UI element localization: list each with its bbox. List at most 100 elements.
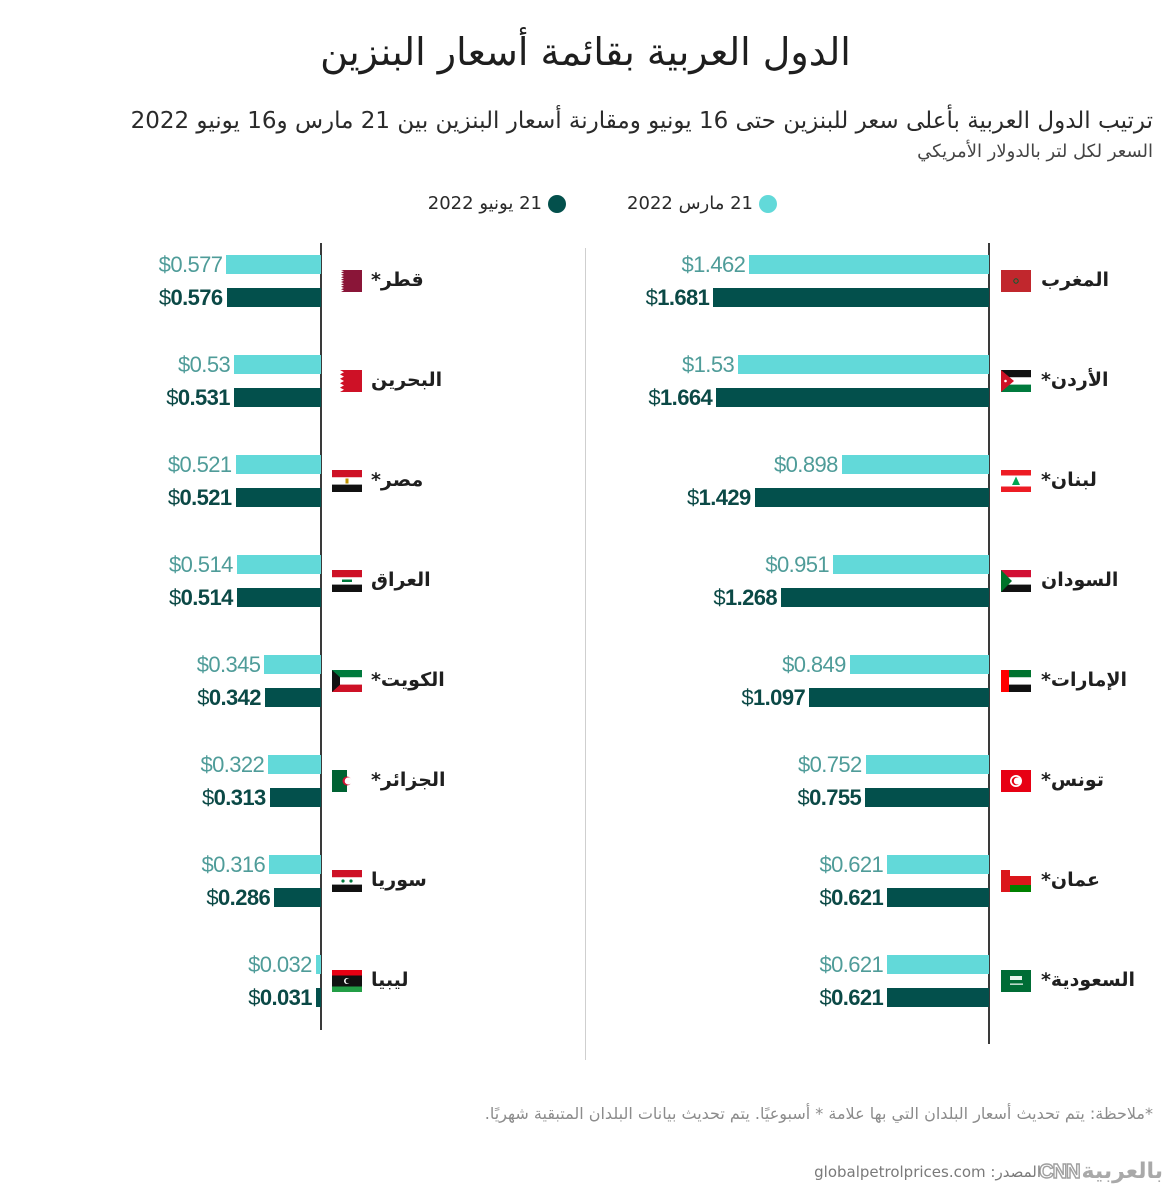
saudi-flag-icon	[1001, 970, 1031, 992]
value-label-march: $0.032	[248, 952, 312, 977]
value-number: 0.621	[831, 885, 884, 910]
bar-march	[738, 355, 989, 374]
bar-june	[865, 788, 989, 807]
currency-symbol: $	[819, 852, 832, 877]
value-number: 0.531	[177, 385, 231, 410]
currency-symbol: $	[158, 252, 171, 277]
currency-symbol: $	[682, 352, 694, 377]
bar-june	[236, 588, 321, 607]
value-number: 0.621	[831, 985, 884, 1010]
currency-symbol: $	[206, 885, 219, 910]
bar-june	[716, 388, 989, 407]
value-label-june: $0.621	[819, 985, 883, 1010]
value-label-march: $0.951	[765, 552, 829, 577]
bar-march	[849, 655, 989, 674]
currency-symbol: $	[200, 752, 213, 777]
value-number: 0.849	[793, 652, 847, 677]
value-label-june: $1.664	[648, 385, 712, 410]
value-number: 0.621	[831, 852, 884, 877]
value-label-june: $1.429	[687, 485, 751, 510]
logo-cnn-text: CNN	[1038, 1160, 1081, 1183]
country-label: الجزائر*	[371, 769, 446, 791]
syria-flag-icon	[332, 870, 362, 892]
value-number: 1.664	[660, 385, 713, 410]
tunisia-flag-icon	[1001, 770, 1031, 792]
country-label: عمان*	[1041, 869, 1101, 891]
page-title: الدول العربية بقائمة أسعار البنزين	[320, 30, 851, 74]
currency-symbol: $	[741, 685, 754, 710]
value-number: 1.268	[725, 585, 778, 610]
country-label: البحرين	[371, 369, 443, 391]
currency-symbol: $	[167, 452, 180, 477]
currency-symbol: $	[178, 352, 190, 377]
country-label: قطر*	[371, 269, 424, 291]
bar-june	[754, 488, 989, 507]
value-label-june: $0.755	[797, 785, 861, 810]
algeria-flag-icon	[332, 770, 362, 792]
value-number: 0.755	[809, 785, 862, 810]
bar-march	[236, 555, 321, 574]
value-number: 0.514	[180, 585, 234, 610]
bar-june	[274, 888, 321, 907]
currency-symbol: $	[248, 952, 260, 977]
country-label: مصر*	[371, 469, 424, 491]
bar-march	[235, 455, 321, 474]
bar-june	[264, 688, 321, 707]
bar-june	[226, 288, 321, 307]
country-label: الكويت*	[371, 669, 445, 691]
lebanon-flag-icon	[1001, 470, 1031, 492]
value-label-june: $0.514	[169, 585, 233, 610]
morocco-flag-icon	[1001, 270, 1031, 292]
chart-subtitle: ترتيب الدول العربية بأعلى سعر للبنزين حت…	[130, 108, 1153, 134]
jordan-flag-icon	[1001, 370, 1031, 392]
value-number: 0.752	[809, 752, 863, 777]
bar-march	[887, 855, 989, 874]
country-label: الإمارات*	[1041, 669, 1128, 691]
country-label: سوريا	[371, 869, 427, 891]
currency-symbol: $	[797, 785, 810, 810]
country-label: السودان	[1041, 569, 1119, 591]
source-credit: المصدر: globalpetrolprices.com	[814, 1163, 1041, 1181]
value-label-june: $0.031	[248, 985, 312, 1010]
currency-symbol: $	[819, 952, 832, 977]
kuwait-flag-icon	[332, 670, 362, 692]
value-number: 1.462	[693, 252, 746, 277]
currency-symbol: $	[197, 685, 209, 710]
qatar-flag-icon	[332, 270, 362, 292]
value-label-march: $0.849	[782, 652, 846, 677]
value-number: 1.681	[657, 285, 710, 310]
value-label-june: $0.286	[206, 885, 270, 910]
bar-march	[841, 455, 989, 474]
value-number: 0.621	[831, 952, 884, 977]
value-label-june: $0.531	[166, 385, 230, 410]
bar-june	[809, 688, 989, 707]
sudan-flag-icon	[1001, 570, 1031, 592]
egypt-flag-icon	[332, 470, 362, 492]
bar-june	[887, 988, 989, 1007]
right-panel-axis-line	[988, 243, 990, 1044]
country-label: لبنان*	[1041, 469, 1097, 491]
currency-symbol: $	[819, 885, 832, 910]
unit-note: السعر لكل لتر بالدولار الأمريكي	[917, 141, 1153, 162]
bar-june	[235, 488, 321, 507]
legend-dot-march-icon	[759, 195, 777, 213]
value-number: 0.577	[170, 252, 223, 277]
currency-symbol: $	[201, 785, 214, 810]
value-number: 0.576	[170, 285, 223, 310]
legend-item-june: 21 يونيو 2022	[428, 191, 566, 217]
legend-dot-june-icon	[548, 195, 566, 213]
currency-symbol: $	[686, 485, 699, 510]
value-number: 0.345	[208, 652, 261, 677]
country-label: المغرب	[1041, 269, 1110, 291]
value-label-march: $0.621	[819, 852, 883, 877]
footnote: *ملاحظة: يتم تحديث أسعار البلدان التي به…	[484, 1104, 1153, 1123]
currency-symbol: $	[248, 985, 260, 1010]
value-label-march: $0.621	[819, 952, 883, 977]
currency-symbol: $	[166, 385, 178, 410]
legend-label-march: 21 مارس 2022	[627, 193, 753, 214]
bar-june	[713, 288, 989, 307]
value-label-march: $0.898	[774, 452, 838, 477]
value-label-june: $0.521	[168, 485, 232, 510]
bar-march	[315, 955, 321, 974]
currency-symbol: $	[648, 385, 661, 410]
